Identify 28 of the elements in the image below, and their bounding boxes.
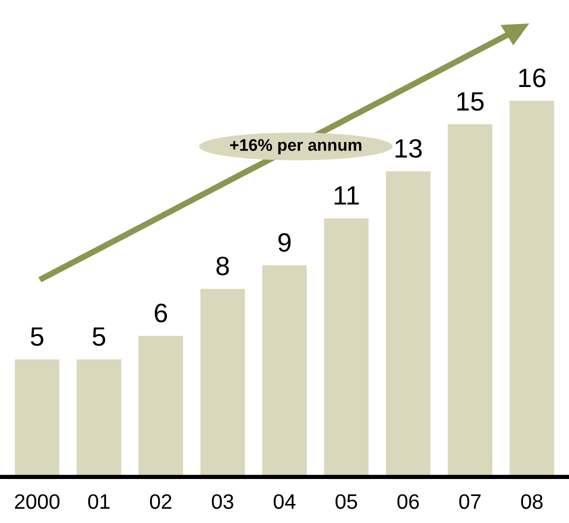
data-label: 13 bbox=[396, 139, 422, 158]
x-tick-label: 02 bbox=[150, 494, 172, 509]
x-tick-label: 01 bbox=[88, 494, 110, 509]
x-tick-label: 07 bbox=[459, 494, 481, 509]
bar bbox=[510, 100, 554, 477]
data-label: 9 bbox=[278, 233, 291, 252]
bar bbox=[448, 124, 492, 477]
bar bbox=[324, 218, 369, 477]
x-tick-label: 05 bbox=[336, 494, 358, 509]
x-tick-label: 08 bbox=[521, 494, 543, 509]
bar bbox=[138, 336, 184, 477]
x-tick-label: 04 bbox=[274, 494, 296, 509]
data-label: 6 bbox=[154, 304, 167, 322]
x-tick-label: 03 bbox=[212, 494, 234, 509]
bar bbox=[386, 171, 430, 477]
data-label: 5 bbox=[92, 327, 106, 346]
bar bbox=[76, 359, 122, 477]
x-tick-label: 06 bbox=[397, 494, 419, 509]
data-label: 11 bbox=[334, 186, 359, 205]
bar bbox=[200, 288, 245, 477]
data-label: 15 bbox=[457, 92, 484, 111]
x-tick-label: 2000 bbox=[14, 494, 60, 509]
data-label: 8 bbox=[216, 256, 229, 276]
annotation: +16% per annum bbox=[230, 139, 362, 154]
bar bbox=[262, 265, 307, 477]
bar bbox=[14, 359, 60, 477]
data-label: 5 bbox=[30, 327, 44, 346]
data-label: 16 bbox=[519, 68, 546, 88]
